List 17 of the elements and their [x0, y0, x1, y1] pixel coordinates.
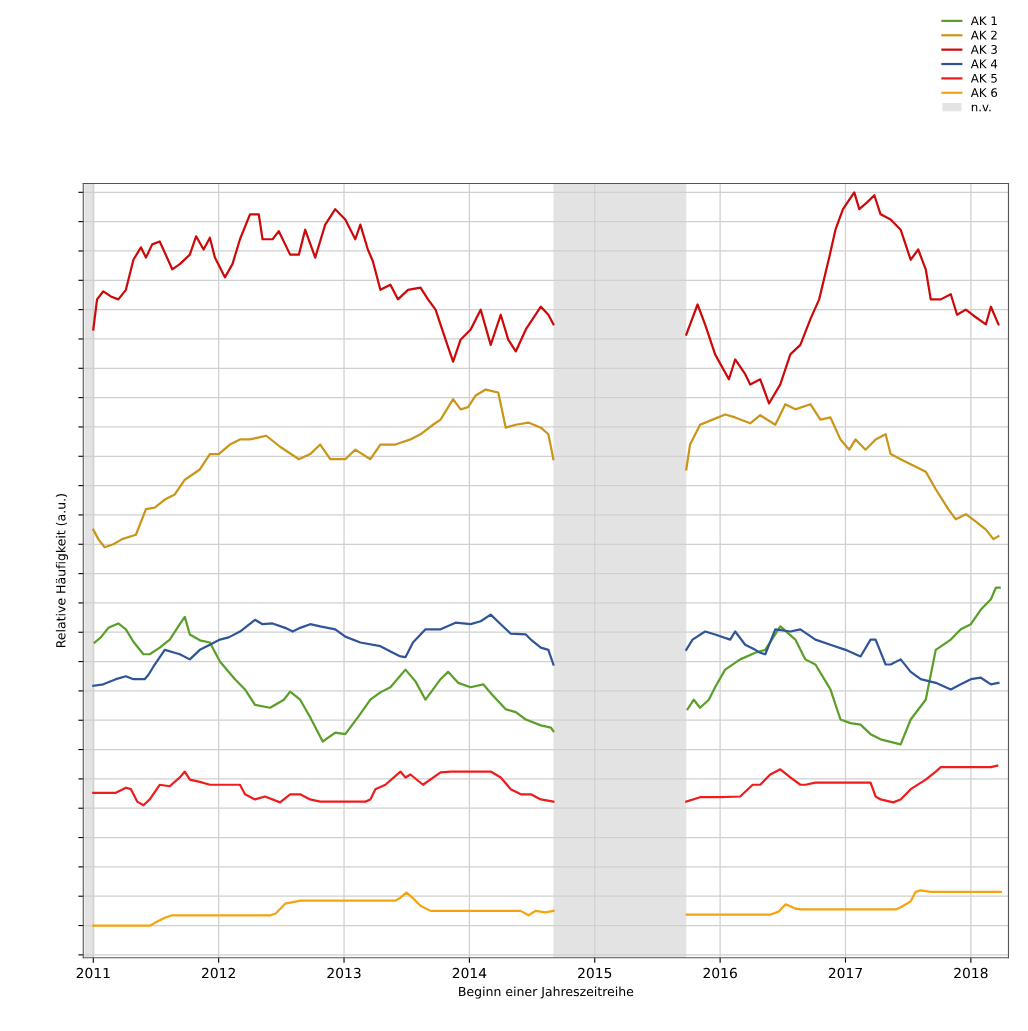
- legend-label: AK 2: [970, 30, 997, 40]
- x-tick-label: 2016: [703, 967, 737, 979]
- x-tick-label: 2011: [76, 967, 110, 979]
- x-tick-label: 2012: [202, 967, 235, 979]
- x-tick-label: 2018: [954, 967, 988, 979]
- legend-label: AK 4: [970, 59, 998, 69]
- x-tick-label: 2014: [452, 967, 487, 979]
- x-tick-label: 2015: [578, 967, 612, 979]
- legend-label: AK 3: [970, 45, 997, 54]
- legend-label: AK 6: [970, 88, 998, 98]
- y-axis-title: Relative Häufigkeit (a.u.): [55, 494, 68, 648]
- x-tick-label: 2017: [828, 967, 862, 979]
- legend-label: n.v.: [971, 104, 991, 112]
- legend-label: AK 1: [970, 16, 997, 26]
- legend-label: AK 5: [970, 73, 997, 83]
- x-tick-label: 2013: [327, 967, 361, 979]
- x-axis-title: Beginn einer Jahreszeitreihe: [459, 986, 634, 999]
